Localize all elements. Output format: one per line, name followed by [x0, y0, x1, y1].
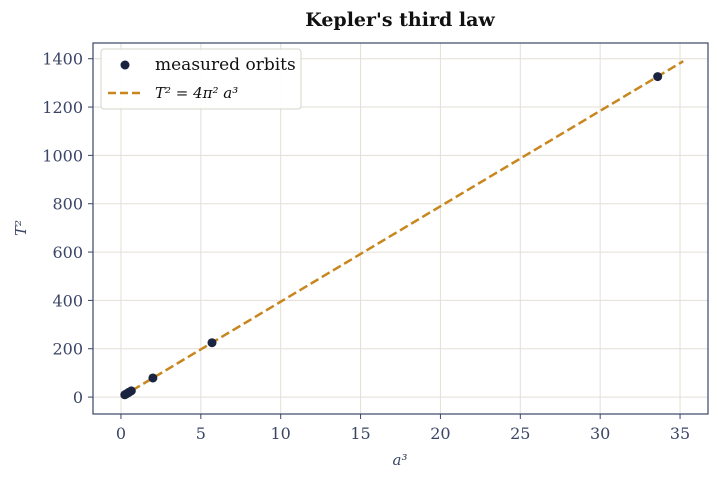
x-tick-label: 10: [271, 424, 291, 443]
fit-line: [120, 60, 684, 399]
x-tick-label: 20: [430, 424, 450, 443]
legend: measured orbits T² = 4π² a³: [100, 48, 302, 110]
y-axis-ticks: 0 200 400 600 800 1000 1200 1400: [42, 50, 93, 407]
y-axis-label-text: T²: [12, 220, 30, 236]
data-point: [653, 72, 663, 82]
legend-box: [100, 48, 302, 110]
x-tick-label: 35: [670, 424, 690, 443]
legend-label-fit-line: T² = 4π² a³: [155, 84, 238, 102]
y-tick-label: 400: [52, 291, 83, 310]
y-tick-label: 600: [52, 243, 83, 262]
y-axis-label: T²: [12, 220, 30, 236]
y-tick-label: 800: [52, 195, 83, 214]
y-tick-label: 0: [73, 388, 83, 407]
fit-line-layer: [120, 60, 684, 399]
plot-frame: [92, 42, 709, 415]
y-tick-label: 1400: [42, 50, 83, 69]
x-tick-label: 5: [196, 424, 206, 443]
x-tick-label: 25: [510, 424, 530, 443]
x-tick-label: 15: [350, 424, 370, 443]
y-tick-label: 1200: [42, 98, 83, 117]
x-tick-label: 30: [590, 424, 610, 443]
chart-title: Kepler's third law: [305, 9, 495, 31]
y-tick-label: 1000: [42, 146, 83, 165]
y-tick-label: 200: [52, 340, 83, 359]
grid: [93, 43, 708, 414]
data-point: [126, 386, 136, 396]
legend-label-measured: measured orbits: [155, 55, 296, 75]
points-layer: [120, 72, 663, 400]
x-tick-label: 0: [116, 424, 126, 443]
data-point: [148, 373, 158, 383]
x-axis-ticks: 0 5 10 15 20 25 30 35: [116, 414, 690, 443]
x-axis-label-text: a³: [393, 451, 408, 469]
x-axis-label: a³: [393, 451, 408, 469]
data-point: [207, 338, 217, 348]
legend-marker-measured: [120, 60, 130, 70]
